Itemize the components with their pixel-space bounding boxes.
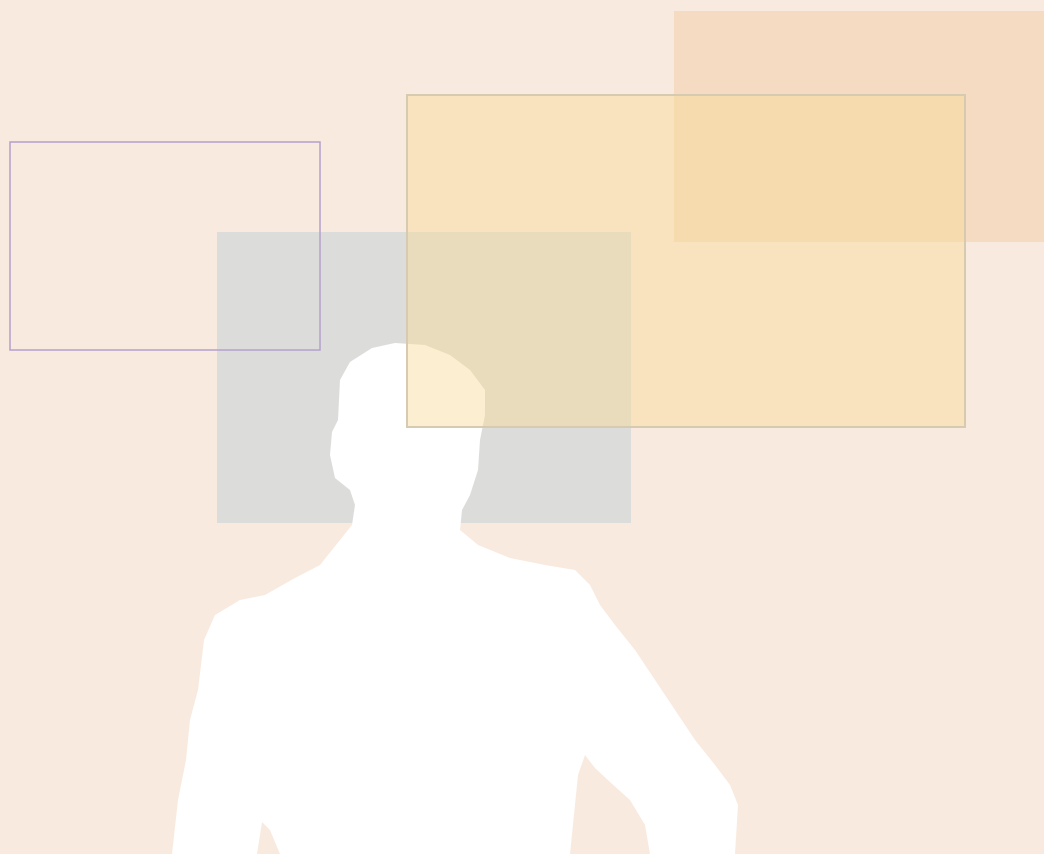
yellow-panel (407, 95, 965, 427)
backdrop (0, 0, 1044, 854)
page: (() => { const data = JSON.parse(documen… (0, 0, 1044, 854)
